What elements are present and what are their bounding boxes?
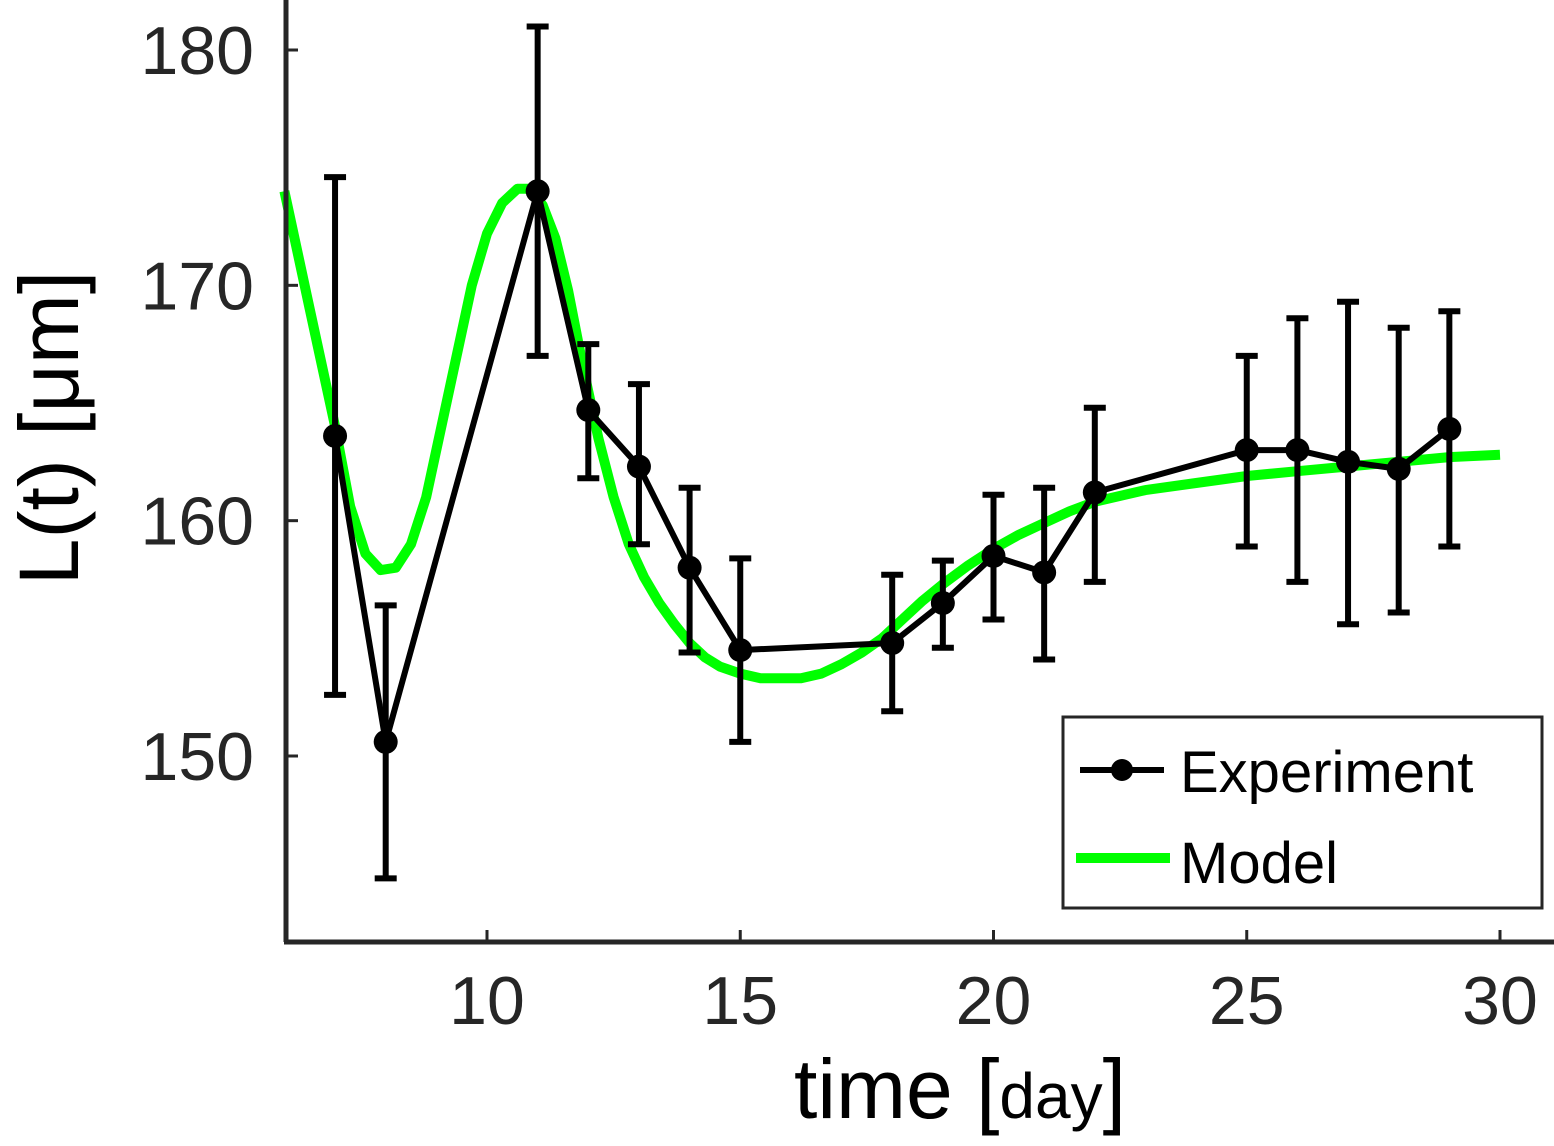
experiment-point xyxy=(525,179,550,204)
legend-box xyxy=(1061,715,1544,910)
x-axis-title-unit: day xyxy=(999,1060,1102,1132)
plot-area xyxy=(279,23,1501,882)
experiment-point xyxy=(1386,456,1411,481)
experiment-point xyxy=(677,555,702,580)
experiment-point xyxy=(1437,416,1462,441)
experiment-point xyxy=(1032,560,1057,585)
experiment-point xyxy=(1336,449,1361,474)
experiment-point xyxy=(323,423,348,448)
x-axis-title: time [day] xyxy=(794,1042,1126,1136)
x-tick-label: 15 xyxy=(702,963,778,1039)
x-axis-title-suffix: ] xyxy=(1103,1042,1126,1136)
x-tick-label: 25 xyxy=(1209,963,1285,1039)
x-axis-title-prefix: time [ xyxy=(794,1042,999,1136)
x-ticks: 10 15 20 25 30 xyxy=(449,930,1538,1039)
experiment-point xyxy=(728,638,753,663)
legend-experiment-label: Experiment xyxy=(1180,740,1473,805)
experiment-point xyxy=(930,591,955,616)
experiment-point xyxy=(1234,438,1259,463)
x-tick-label: 20 xyxy=(956,963,1032,1039)
experiment-point xyxy=(880,631,905,656)
experiment-point xyxy=(576,398,601,423)
y-axis-title: L(t) [μm] xyxy=(2,271,96,585)
x-tick-label: 30 xyxy=(1462,963,1538,1039)
y-tick-label: 180 xyxy=(141,13,254,89)
experiment-point xyxy=(1082,480,1107,505)
y-tick-label: 150 xyxy=(141,719,254,795)
legend-model-label: Model xyxy=(1180,831,1338,896)
legend: Experiment Model xyxy=(1061,715,1544,910)
experiment-point xyxy=(626,454,651,479)
x-tick-label: 10 xyxy=(449,963,525,1039)
y-ticks: 150 160 170 180 xyxy=(141,13,298,795)
experiment-point xyxy=(1285,438,1310,463)
y-tick-label: 160 xyxy=(141,484,254,560)
experiment-series xyxy=(323,23,1462,882)
y-tick-label: 170 xyxy=(141,248,254,324)
experiment-point xyxy=(373,729,398,754)
legend-experiment-marker xyxy=(1111,759,1133,781)
experiment-point xyxy=(981,543,1006,568)
